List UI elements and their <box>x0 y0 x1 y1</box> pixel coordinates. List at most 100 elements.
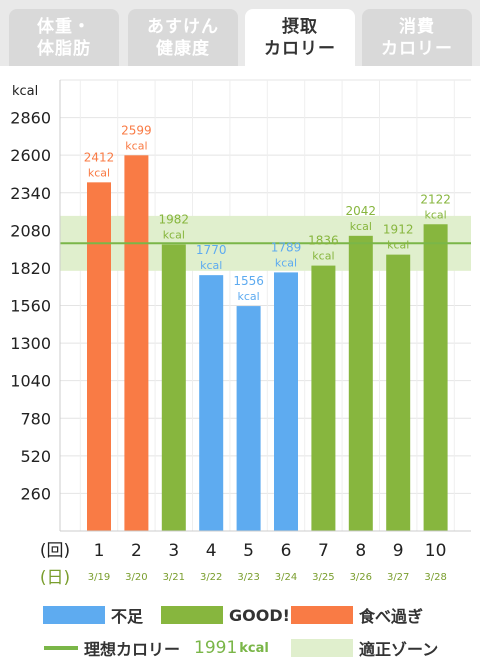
x-date-label: 3/23 <box>237 572 259 583</box>
y-tick-label: 780 <box>20 409 51 428</box>
legend-label-good: GOOD! <box>229 605 290 625</box>
x-axis-label: (回) <box>40 541 70 561</box>
bar <box>236 306 261 531</box>
data-label-value: 1912 <box>383 223 414 237</box>
legend-swatch-shortage <box>43 606 105 624</box>
legend-zone: 適正ゾーン <box>291 636 438 660</box>
data-label-value: 1556 <box>233 274 264 288</box>
bar <box>423 224 448 531</box>
bar <box>348 235 373 531</box>
data-label-unit: kcal <box>312 250 334 263</box>
data-label-unit: kcal <box>163 228 185 241</box>
tab-label-line1: 体重・ <box>37 16 91 37</box>
data-label-value: 2122 <box>420 192 451 206</box>
data-label-value: 2042 <box>346 204 377 218</box>
x-date-label: 3/22 <box>200 572 222 583</box>
data-label-unit: kcal <box>350 220 372 233</box>
legend-label-ideal: 理想カロリー <box>84 640 181 659</box>
tab-label-line1: 摂取 <box>282 16 318 37</box>
y-tick-label: 1300 <box>10 334 51 353</box>
x-tick-label: 8 <box>355 541 366 561</box>
calorie-bar-chart: kcal 26052078010401300156018202080234026… <box>10 79 471 588</box>
legend-good: GOOD! <box>161 603 290 627</box>
x-date-label: 3/21 <box>163 572 185 583</box>
legend-swatch-good <box>161 606 223 624</box>
bars <box>87 155 448 531</box>
tab-intake-calories[interactable]: 摂取 カロリー <box>245 9 355 66</box>
data-label-value: 1789 <box>271 240 302 254</box>
data-label-unit: kcal <box>237 290 259 303</box>
x-tick-label: 2 <box>131 541 142 561</box>
bar <box>124 155 149 531</box>
tab-label-line1: あすけん <box>147 16 219 37</box>
data-labels: 2412 kcal 2599 kcal 1982 kcal 1770 kcal 1556 kcal… <box>84 123 451 303</box>
data-label-unit: kcal <box>88 166 110 179</box>
x-tick-label: 3 <box>168 541 179 561</box>
ideal-calorie-unit: kcal <box>239 640 269 656</box>
bar <box>274 272 298 531</box>
legend-ideal: 理想カロリー 1991 kcal <box>44 636 269 660</box>
bar <box>386 254 411 531</box>
data-label-unit: kcal <box>125 139 147 152</box>
bar <box>161 244 186 531</box>
x-tick-label: 6 <box>281 541 292 561</box>
x-tick-label: 5 <box>243 541 254 561</box>
legend-row-1: 不足 GOOD! 食べ過ぎ <box>0 603 480 627</box>
data-label-unit: kcal <box>275 256 297 269</box>
legend-label-shortage: 不足 <box>111 607 144 626</box>
bar <box>87 182 111 531</box>
y-axis-unit: kcal <box>12 84 38 99</box>
legend-label-zone: 適正ゾーン <box>359 640 439 659</box>
legend-label-over: 食べ過ぎ <box>359 607 424 626</box>
x-tick-label: 4 <box>206 541 217 561</box>
y-tick-label: 520 <box>20 447 51 466</box>
data-label-value: 2599 <box>121 123 152 137</box>
x-tick-label: 7 <box>318 541 329 561</box>
y-tick-label: 260 <box>20 484 51 503</box>
y-tick-label: 1040 <box>10 372 51 391</box>
tab-label-line1: 消費 <box>399 16 435 37</box>
y-tick-label: 2080 <box>10 221 51 240</box>
bar <box>311 265 336 531</box>
x-date-label: 3/24 <box>275 572 297 583</box>
legend-swatch-zone <box>291 639 353 657</box>
ideal-calorie-value: 1991 <box>194 638 238 658</box>
legend-row-2: 理想カロリー 1991 kcal 適正ゾーン <box>0 636 480 660</box>
x-axis-labels: 1 3/19 2 3/20 3 3/21 4 3/22 5 3/23 6 3/24 7 3/25 8 3/26… <box>88 541 447 583</box>
tab-label-line2: 健康度 <box>156 38 210 59</box>
date-axis-label: (日) <box>40 568 70 588</box>
x-date-label: 3/25 <box>312 572 334 583</box>
tab-label-line2: カロリー <box>381 38 453 59</box>
tab-asken-health[interactable]: あすけん 健康度 <box>128 9 238 66</box>
y-tick-label: 1560 <box>10 297 51 316</box>
y-tick-label: 2860 <box>10 109 51 128</box>
bar <box>199 275 224 531</box>
x-date-label: 3/20 <box>125 572 147 583</box>
data-label-value: 2412 <box>84 150 115 164</box>
legend-shortage: 不足 <box>43 603 143 627</box>
tab-label-line2: 体脂肪 <box>37 38 91 59</box>
data-label-value: 1836 <box>308 234 339 248</box>
x-tick-label: 10 <box>425 541 447 561</box>
tab-bar: 体重・ 体脂肪 あすけん 健康度 摂取 カロリー 消費 カロリー <box>0 0 480 66</box>
data-label-value: 1982 <box>159 212 190 226</box>
legend-over: 食べ過ぎ <box>291 603 423 627</box>
tab-weight-body-fat[interactable]: 体重・ 体脂肪 <box>9 9 119 66</box>
legend-swatch-ideal-line <box>44 646 78 650</box>
x-tick-label: 1 <box>94 541 105 561</box>
data-label-unit: kcal <box>200 259 222 272</box>
x-tick-label: 9 <box>393 541 404 561</box>
data-label-value: 1770 <box>196 243 227 257</box>
y-axis-labels: 260 520 780 1040 1300 1560 1820 2080 2340 2600 286… <box>10 109 51 504</box>
y-tick-label: 2340 <box>10 184 51 203</box>
tab-label-line2: カロリー <box>264 38 336 59</box>
x-date-label: 3/28 <box>424 572 446 583</box>
y-tick-label: 1820 <box>10 259 51 278</box>
y-tick-label: 2600 <box>10 146 51 165</box>
data-label-unit: kcal <box>387 239 409 252</box>
x-date-label: 3/27 <box>387 572 409 583</box>
x-date-label: 3/19 <box>88 572 110 583</box>
x-date-label: 3/26 <box>350 572 372 583</box>
legend-swatch-over <box>291 606 353 624</box>
tab-burned-calories[interactable]: 消費 カロリー <box>362 9 472 66</box>
